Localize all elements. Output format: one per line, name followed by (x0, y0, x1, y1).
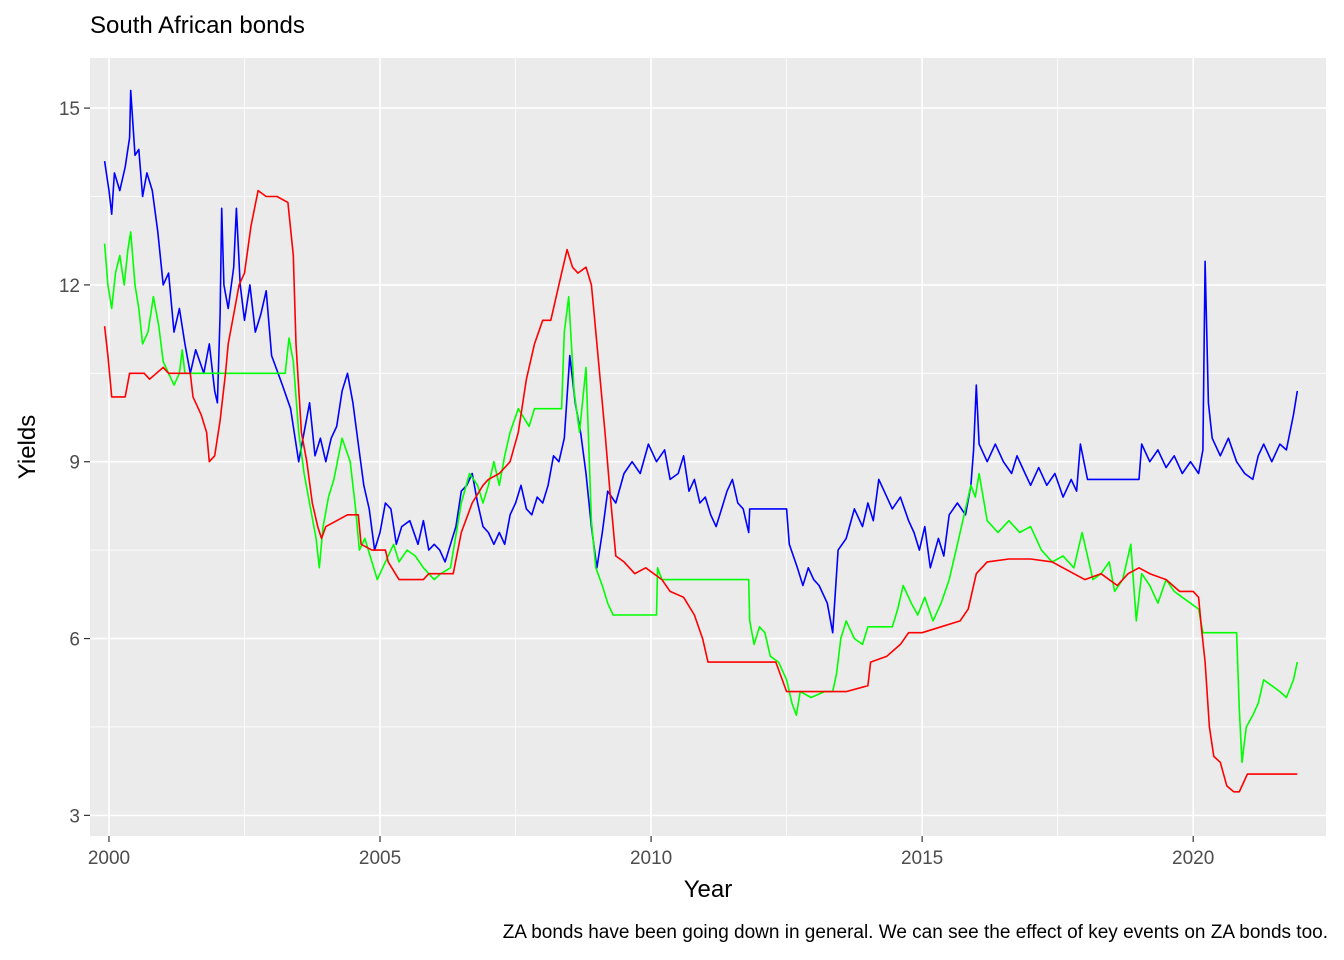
y-tick-label: 12 (59, 276, 80, 297)
series-line-1 (103, 89, 1299, 634)
chart-title: South African bonds (90, 12, 305, 39)
y-tick-label: 9 (69, 453, 80, 474)
series-line-3 (103, 189, 1298, 793)
series-lines (103, 89, 1299, 793)
x-tick-label: 2005 (359, 848, 401, 869)
axes: 2000 2005 2010 2015 2020 3 6 9 12 15 (59, 99, 1214, 869)
y-tick-label: 6 (69, 630, 80, 651)
x-tick-label: 2000 (88, 848, 130, 869)
x-tick-label: 2010 (630, 848, 672, 869)
x-tick-label: 2015 (901, 848, 943, 869)
chart-caption: ZA bonds have been going down in general… (502, 922, 1328, 943)
y-axis-label: Yields (14, 414, 41, 480)
x-tick-label: 2020 (1172, 848, 1214, 869)
x-axis-label: Year (683, 876, 733, 903)
plot-panel (90, 58, 1326, 836)
y-tick-label: 15 (59, 99, 80, 120)
minor-gridlines (90, 58, 1326, 836)
y-tick-label: 3 (69, 806, 80, 827)
